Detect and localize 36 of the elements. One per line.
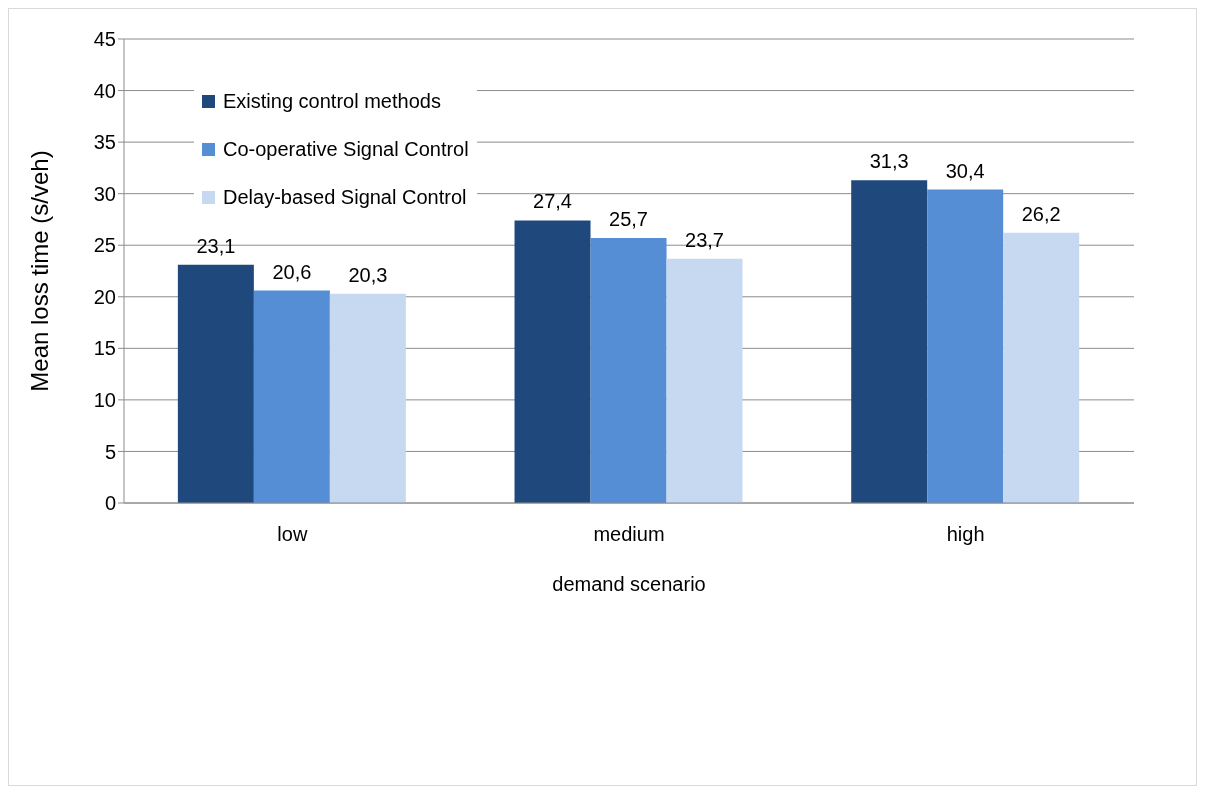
bar bbox=[177, 264, 254, 503]
y-tick-label: 20 bbox=[93, 285, 116, 308]
data-label: 31,3 bbox=[869, 150, 909, 173]
x-tick-label: low bbox=[277, 523, 308, 546]
data-label: 30,4 bbox=[945, 159, 985, 182]
legend-label: Co-operative Signal Control bbox=[223, 137, 469, 161]
y-tick-label: 35 bbox=[93, 131, 116, 154]
data-label: 20,6 bbox=[272, 260, 312, 283]
y-tick-label: 15 bbox=[93, 337, 116, 360]
data-label: 26,2 bbox=[1021, 202, 1061, 225]
x-tick-label: high bbox=[946, 523, 985, 546]
bar bbox=[253, 290, 330, 503]
data-label: 27,4 bbox=[533, 190, 572, 213]
y-tick-label: 0 bbox=[104, 492, 116, 515]
x-tick-label: medium bbox=[593, 523, 665, 546]
data-label: 20,3 bbox=[348, 263, 388, 286]
x-axis-title: demand scenario bbox=[552, 573, 706, 595]
y-tick-label: 30 bbox=[93, 182, 116, 205]
legend-label: Existing control methods bbox=[223, 89, 441, 113]
data-label: 25,7 bbox=[609, 208, 648, 230]
legend-label: Delay-based Signal Control bbox=[223, 185, 467, 209]
bar bbox=[514, 220, 591, 503]
y-tick-label: 40 bbox=[93, 79, 116, 102]
y-tick-label: 10 bbox=[93, 388, 116, 411]
bar bbox=[590, 238, 667, 503]
bar bbox=[666, 258, 743, 503]
y-axis-title: Mean loss time (s/veh) bbox=[25, 150, 53, 392]
data-label: 23,1 bbox=[196, 234, 236, 257]
data-label: 23,7 bbox=[685, 228, 724, 251]
bar bbox=[329, 293, 406, 503]
y-tick-label: 25 bbox=[93, 234, 116, 257]
y-tick-label: 45 bbox=[93, 28, 116, 51]
bar bbox=[851, 180, 928, 503]
bar bbox=[1003, 232, 1080, 503]
bar bbox=[927, 189, 1004, 503]
y-tick-label: 5 bbox=[104, 440, 116, 463]
